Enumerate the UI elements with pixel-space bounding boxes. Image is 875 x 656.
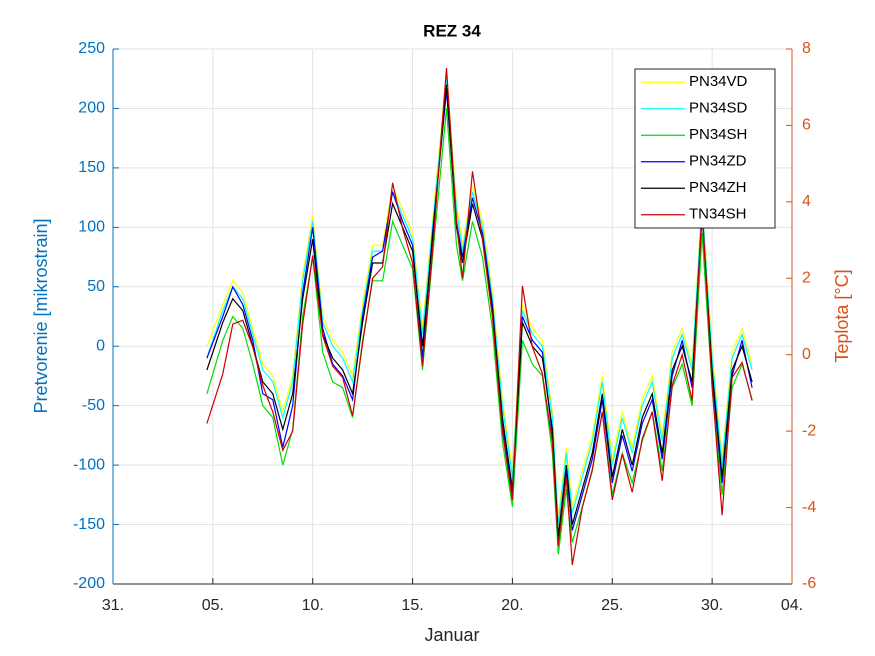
y2-tick-label: 0 bbox=[802, 346, 811, 363]
series-line bbox=[206, 78, 753, 525]
y-tick-label: -200 bbox=[73, 575, 105, 592]
legend-box bbox=[634, 68, 776, 229]
x-tick-label: 25. bbox=[601, 597, 623, 614]
y2-tick-label: -4 bbox=[802, 499, 816, 516]
legend-label: PN34ZH bbox=[689, 179, 747, 196]
x-tick-label: 20. bbox=[501, 597, 523, 614]
legend-label: PN34ZD bbox=[689, 153, 747, 170]
y-tick-label: 250 bbox=[78, 40, 105, 57]
y-tick-label: 150 bbox=[78, 159, 105, 176]
x-tick-label: 04. bbox=[781, 597, 803, 614]
y-tick-label: -50 bbox=[82, 397, 105, 414]
x-tick-label: 30. bbox=[701, 597, 723, 614]
x-tick-label: 10. bbox=[302, 597, 324, 614]
x-axis-label: Januar bbox=[424, 625, 479, 645]
y2-tick-label: 8 bbox=[802, 40, 811, 57]
x-tick-label: 15. bbox=[401, 597, 423, 614]
legend-label: PN34SD bbox=[689, 100, 748, 117]
y-tick-label: 50 bbox=[87, 278, 105, 295]
y-tick-label: 100 bbox=[78, 219, 105, 236]
y-axis-label: Pretvorenie [mikrostrain] bbox=[31, 218, 51, 413]
y2-tick-label: 2 bbox=[802, 270, 811, 287]
y-tick-label: 200 bbox=[78, 100, 105, 117]
y-tick-label: -100 bbox=[73, 456, 105, 473]
y-tick-label: -150 bbox=[73, 516, 105, 533]
legend-label: PN34VD bbox=[689, 73, 748, 90]
y2-tick-label: 4 bbox=[802, 193, 811, 210]
series-line bbox=[206, 108, 753, 555]
x-tick-label: 05. bbox=[202, 597, 224, 614]
y-tick-label: 0 bbox=[96, 337, 105, 354]
y2-axis-label: Teplota [°C] bbox=[832, 269, 852, 362]
legend-label: PN34SH bbox=[689, 126, 747, 143]
legend-label: TN34SH bbox=[689, 206, 747, 223]
x-tick-label: 31. bbox=[102, 597, 124, 614]
y2-tick-label: 6 bbox=[802, 117, 811, 134]
y2-tick-label: -2 bbox=[802, 422, 816, 439]
y2-tick-label: -6 bbox=[802, 575, 816, 592]
series-line bbox=[206, 90, 753, 543]
series-line bbox=[206, 72, 753, 519]
chart-title: REZ 34 bbox=[423, 21, 481, 40]
series-line bbox=[206, 68, 753, 566]
